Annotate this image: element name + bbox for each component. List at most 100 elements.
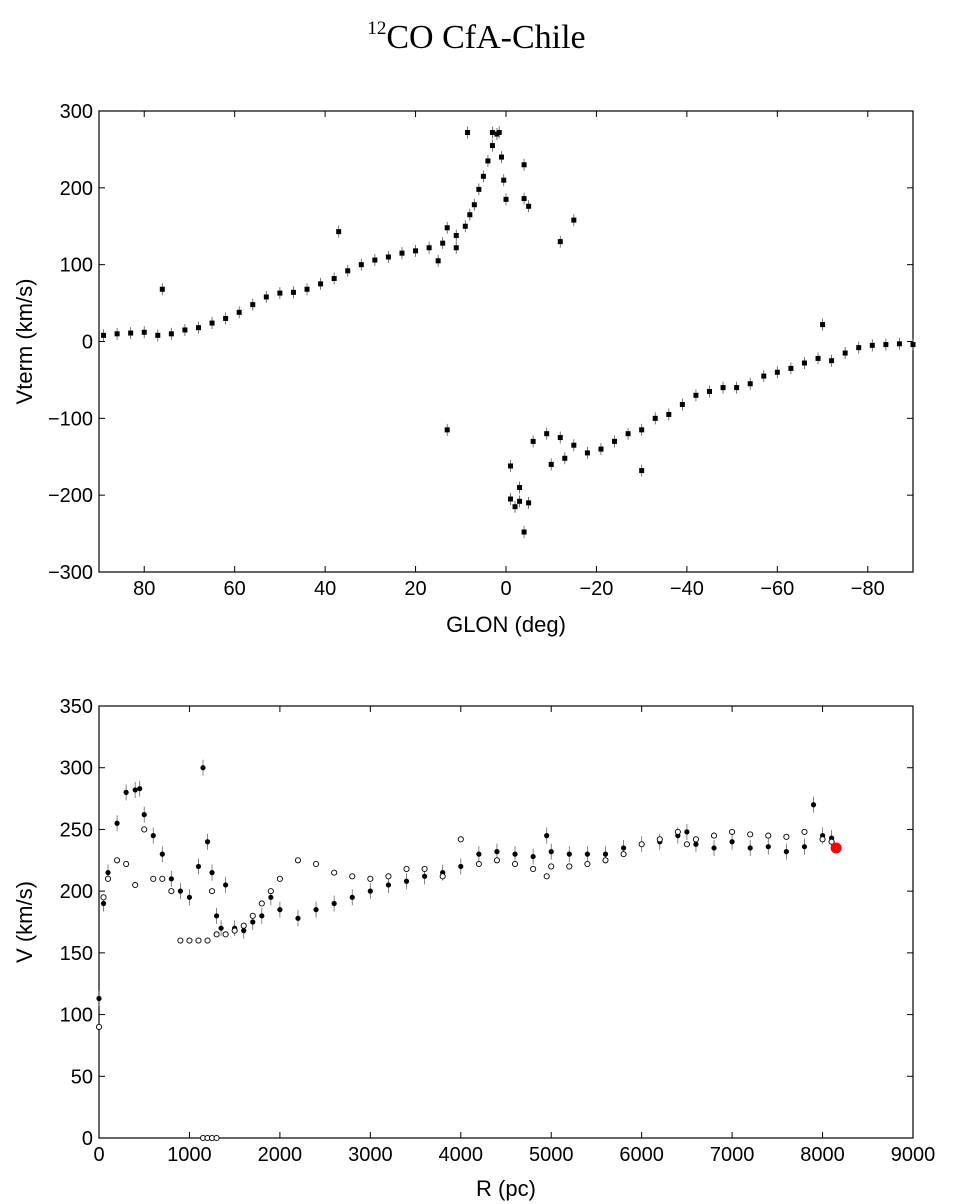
data-point (747, 381, 753, 387)
data-point (498, 154, 504, 160)
data-point (453, 245, 459, 251)
data-point (159, 286, 165, 292)
data-point (543, 873, 550, 880)
data-point (693, 841, 699, 847)
data-point (114, 857, 121, 864)
y-tick-label: 100 (60, 255, 93, 277)
data-point (530, 438, 536, 444)
y-tick-label: 0 (82, 332, 93, 354)
x-tick-label: 9000 (891, 1144, 936, 1166)
data-point (213, 931, 220, 938)
data-point (100, 894, 107, 901)
data-point (521, 162, 527, 168)
data-point (223, 315, 229, 321)
data-point (710, 832, 718, 839)
data-series (95, 826, 835, 1142)
data-point (508, 463, 514, 469)
data-series (101, 126, 916, 539)
data-point (602, 857, 609, 864)
y-tick-label: 150 (60, 943, 93, 965)
data-point (331, 869, 338, 876)
y-tick-label: −300 (48, 562, 93, 584)
data-point (421, 865, 428, 872)
chart-title: 12CO CfA-Chile (0, 18, 953, 57)
data-point (168, 876, 174, 882)
data-point (182, 327, 188, 333)
data-point (200, 765, 206, 771)
data-point (240, 922, 247, 929)
data-point (426, 245, 432, 251)
data-point (829, 358, 835, 364)
data-point (276, 875, 283, 882)
data-point (788, 365, 794, 371)
data-series (830, 842, 842, 854)
y-tick-label: −100 (48, 408, 93, 430)
data-point (435, 258, 441, 264)
data-point (100, 900, 107, 907)
data-point (747, 831, 754, 838)
data-point (801, 360, 807, 366)
data-point (571, 442, 577, 448)
x-tick-label: 6000 (619, 1144, 664, 1166)
data-point (598, 446, 604, 452)
data-point (512, 851, 518, 857)
data-point (734, 385, 740, 391)
data-point (250, 919, 256, 925)
data-point (774, 369, 780, 375)
data-point (548, 863, 555, 870)
data-point (195, 863, 202, 870)
data-point (638, 841, 645, 848)
data-point (96, 995, 102, 1002)
data-point (458, 863, 464, 870)
data-point (819, 836, 826, 843)
data-point (177, 937, 184, 944)
data-point (656, 836, 663, 843)
data-point (331, 900, 337, 907)
data-point (444, 427, 450, 433)
data-point (571, 217, 577, 223)
data-point (639, 427, 645, 433)
y-tick-label: 200 (60, 881, 93, 903)
data-point (485, 158, 491, 164)
data-point (209, 870, 215, 876)
data-point (258, 900, 265, 907)
x-tick-label: 8000 (800, 1144, 845, 1166)
data-point (828, 838, 835, 845)
y-tick-label: 0 (82, 1128, 93, 1150)
data-point (241, 928, 247, 934)
data-point (367, 875, 374, 882)
plot-frame (98, 705, 914, 1139)
data-point (123, 789, 129, 796)
data-point (277, 290, 283, 296)
data-point (462, 223, 468, 229)
y-tick-label: 50 (71, 1066, 93, 1088)
data-point (566, 863, 573, 870)
data-point (475, 860, 482, 868)
data-point (711, 845, 717, 851)
data-point (467, 212, 473, 218)
title-superscript: 12 (367, 18, 387, 39)
data-point (250, 302, 256, 308)
data-point (720, 385, 726, 391)
y-tick-label: 200 (60, 178, 93, 200)
data-point (530, 853, 536, 860)
data-point (557, 239, 563, 245)
data-point (503, 196, 509, 202)
data-point (294, 857, 302, 864)
x-axis-label: R (pc) (476, 1176, 536, 1201)
data-point (501, 177, 507, 183)
data-point (674, 828, 681, 835)
data-point (729, 839, 735, 845)
data-point (209, 320, 215, 326)
data-point (132, 787, 138, 793)
data-point (453, 232, 459, 238)
x-tick-label: 60 (224, 578, 246, 600)
data-point (222, 931, 229, 938)
data-point (652, 415, 658, 421)
data-point (186, 894, 193, 900)
data-point (336, 229, 342, 235)
data-point (511, 860, 519, 868)
data-point (747, 845, 753, 851)
data-point (842, 350, 848, 356)
data-point (195, 937, 202, 944)
